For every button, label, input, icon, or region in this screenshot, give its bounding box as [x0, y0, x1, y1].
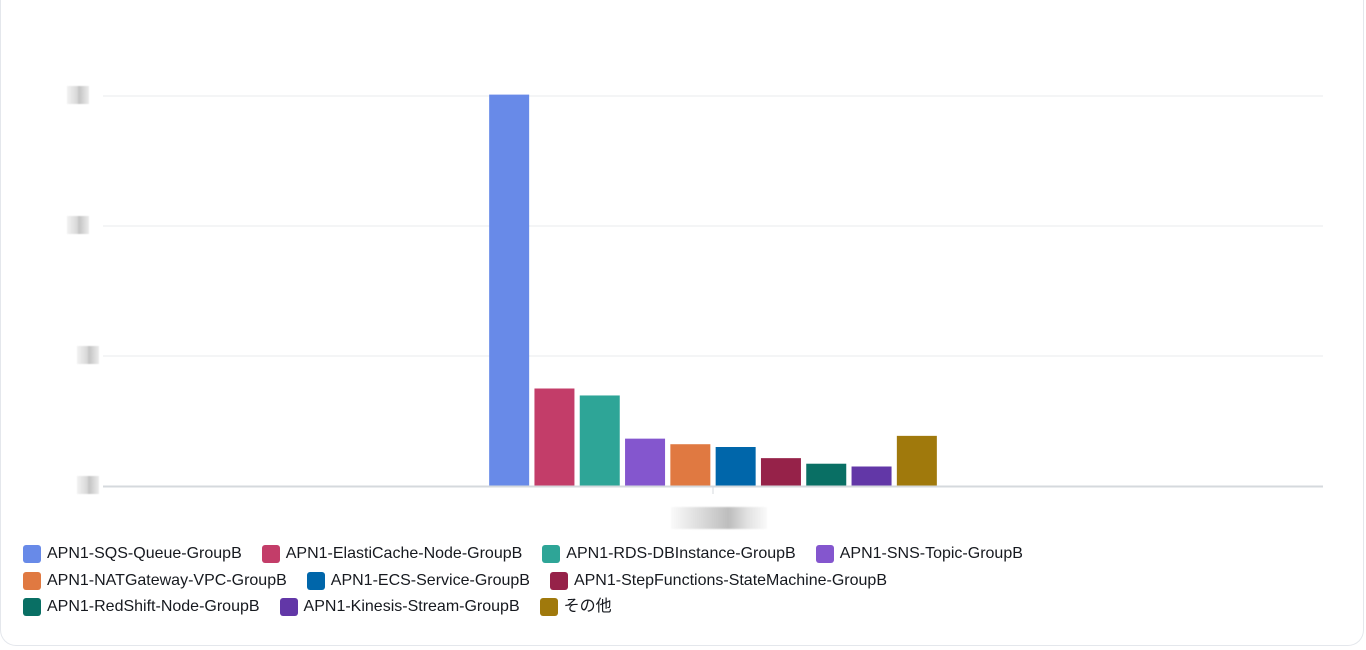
bar[interactable]	[670, 444, 711, 486]
legend-swatch	[261, 545, 280, 564]
bar[interactable]	[896, 435, 937, 486]
legend-label: APN1-RedShift-Node-GroupB	[47, 598, 260, 615]
legend-item[interactable]: APN1-ECS-Service-GroupB	[306, 568, 530, 595]
bar[interactable]	[489, 94, 530, 486]
legend-label: その他	[563, 598, 612, 615]
legend-label: APN1-ECS-Service-GroupB	[330, 571, 530, 589]
legend-label: APN1-SNS-Topic-GroupB	[839, 545, 1023, 562]
bar[interactable]	[534, 388, 575, 487]
legend-swatch	[539, 598, 558, 617]
legend-item[interactable]: APN1-NATGateway-VPC-GroupB	[23, 568, 287, 595]
y-tick-label-redacted	[77, 476, 99, 494]
legend-swatch	[306, 571, 325, 590]
bar-chart	[103, 94, 1323, 494]
legend-label: APN1-StepFunctions-StateMachine-GroupB	[573, 571, 887, 589]
x-tick-label-redacted	[671, 507, 767, 529]
legend-item[interactable]: APN1-RedShift-Node-GroupB	[23, 594, 260, 621]
bar[interactable]	[851, 466, 892, 487]
legend-label: APN1-ElastiCache-Node-GroupB	[285, 545, 523, 562]
bar[interactable]	[760, 458, 801, 486]
legend-label: APN1-Kinesis-Stream-GroupB	[303, 598, 520, 615]
legend-item[interactable]: APN1-ElastiCache-Node-GroupB	[261, 541, 523, 568]
legend-swatch	[815, 545, 834, 564]
legend-item[interactable]: APN1-StepFunctions-StateMachine-GroupB	[549, 568, 887, 595]
bar[interactable]	[625, 438, 666, 486]
legend-item[interactable]: APN1-SQS-Queue-GroupB	[23, 541, 242, 568]
legend-item[interactable]: APN1-SNS-Topic-GroupB	[815, 541, 1023, 568]
y-tick-label-redacted	[77, 346, 99, 364]
legend-swatch	[23, 545, 41, 564]
legend-swatch	[542, 545, 561, 564]
y-tick-label-redacted	[67, 86, 89, 104]
chart-legend: APN1-SQS-Queue-GroupB APN1-ElastiCache-No…	[23, 541, 1323, 621]
legend-row: APN1-RedShift-Node-GroupB APN1-Kinesis-St…	[23, 594, 1323, 621]
legend-label: APN1-NATGateway-VPC-GroupB	[47, 571, 287, 589]
legend-swatch	[549, 571, 568, 590]
legend-swatch	[23, 571, 41, 590]
bar[interactable]	[806, 463, 847, 486]
bar[interactable]	[715, 447, 756, 486]
bar[interactable]	[579, 395, 620, 486]
legend-row: APN1-SQS-Queue-GroupB APN1-ElastiCache-No…	[23, 541, 1323, 568]
y-tick-label-redacted	[67, 216, 89, 234]
legend-swatch	[23, 598, 41, 617]
legend-label: APN1-SQS-Queue-GroupB	[47, 545, 242, 562]
legend-item[interactable]: その他	[539, 594, 612, 621]
legend-item[interactable]: APN1-RDS-DBInstance-GroupB	[542, 541, 796, 568]
legend-swatch	[279, 598, 298, 617]
legend-label: APN1-RDS-DBInstance-GroupB	[566, 545, 796, 562]
legend-item[interactable]: APN1-Kinesis-Stream-GroupB	[279, 594, 520, 621]
legend-row: APN1-NATGateway-VPC-GroupB APN1-ECS-Servi…	[23, 568, 1323, 595]
